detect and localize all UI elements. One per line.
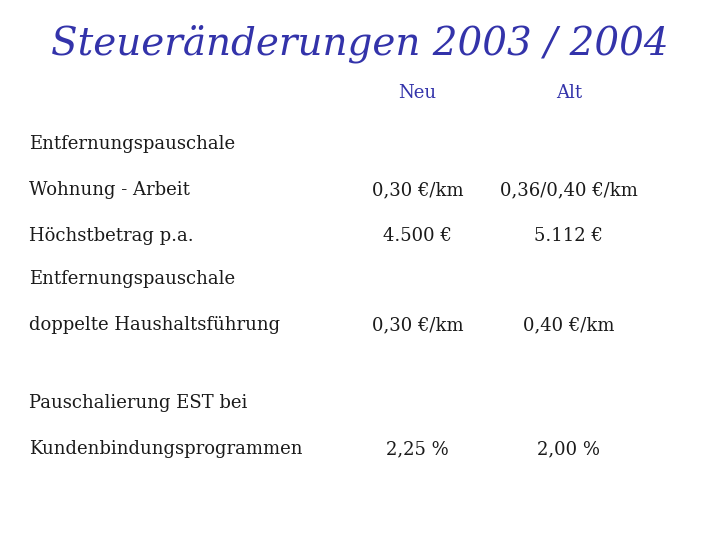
Text: Entfernungspauschale: Entfernungspauschale (29, 270, 235, 288)
Text: 0,30 €/km: 0,30 €/km (372, 316, 464, 334)
Text: 0,36/0,40 €/km: 0,36/0,40 €/km (500, 181, 638, 199)
Text: Steueränderungen 2003 / 2004: Steueränderungen 2003 / 2004 (51, 24, 669, 63)
Text: Pauschalierung EST bei: Pauschalierung EST bei (29, 394, 247, 412)
Text: Höchstbetrag p.a.: Höchstbetrag p.a. (29, 227, 194, 245)
Text: Kundenbindungsprogrammen: Kundenbindungsprogrammen (29, 440, 302, 458)
Text: 0,40 €/km: 0,40 €/km (523, 316, 615, 334)
Text: 5.112 €: 5.112 € (534, 227, 603, 245)
Text: Neu: Neu (399, 84, 436, 102)
Text: 4.500 €: 4.500 € (383, 227, 452, 245)
Text: 2,25 %: 2,25 % (386, 440, 449, 458)
Text: Wohnung - Arbeit: Wohnung - Arbeit (29, 181, 189, 199)
Text: Entfernungspauschale: Entfernungspauschale (29, 135, 235, 153)
Text: doppelte Haushaltsführung: doppelte Haushaltsführung (29, 316, 280, 334)
Text: 0,30 €/km: 0,30 €/km (372, 181, 464, 199)
Text: Alt: Alt (556, 84, 582, 102)
Text: 2,00 %: 2,00 % (537, 440, 600, 458)
